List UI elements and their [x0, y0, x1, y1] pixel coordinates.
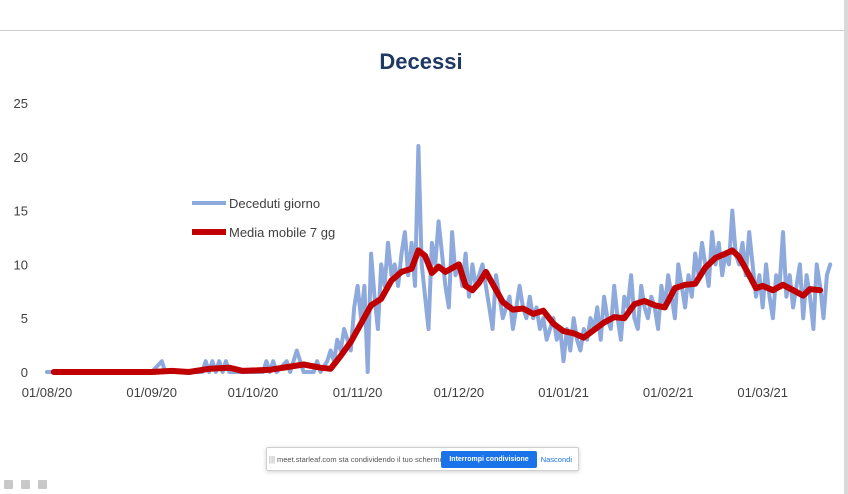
- x-tick-label: 01/03/21: [737, 385, 788, 400]
- y-tick-label: 15: [14, 204, 28, 219]
- x-tick-label: 01/02/21: [643, 385, 694, 400]
- presentation-toolbar: [4, 480, 47, 489]
- y-tick-label: 20: [14, 150, 28, 165]
- next-arrow-icon[interactable]: [38, 480, 47, 489]
- x-tick-label: 01/01/21: [538, 385, 589, 400]
- series-line-media-mobile: [50, 247, 824, 375]
- x-tick-label: 01/11/20: [333, 385, 383, 400]
- legend-label: Media mobile 7 gg: [229, 225, 335, 240]
- x-tick-label: 01/09/20: [126, 385, 177, 400]
- y-tick-label: 5: [21, 311, 28, 326]
- x-tick-label: 01/12/20: [434, 385, 485, 400]
- slides-icon[interactable]: [21, 480, 30, 489]
- hide-link[interactable]: Nascondi: [540, 454, 572, 464]
- share-message: meet.starleaf.com sta condividendo il tu…: [277, 454, 442, 464]
- y-tick-label: 25: [14, 96, 28, 111]
- drag-handle-icon[interactable]: |||: [268, 454, 276, 464]
- y-tick-label: 0: [21, 365, 28, 380]
- x-tick-label: 01/10/20: [228, 385, 279, 400]
- stop-sharing-button[interactable]: Interrompi condivisione: [441, 450, 537, 468]
- pen-icon[interactable]: [4, 480, 13, 489]
- series-line-deceduti-giorno: [45, 144, 833, 374]
- screen-share-bar: ||| meet.starleaf.com sta condividendo i…: [266, 447, 579, 471]
- chart-title: Decessi: [379, 49, 462, 74]
- x-tick-label: 01/08/20: [22, 385, 73, 400]
- legend-label: Deceduti giorno: [229, 196, 320, 211]
- top-divider: [0, 30, 848, 31]
- window-edge: [844, 0, 848, 494]
- y-tick-label: 10: [14, 257, 28, 272]
